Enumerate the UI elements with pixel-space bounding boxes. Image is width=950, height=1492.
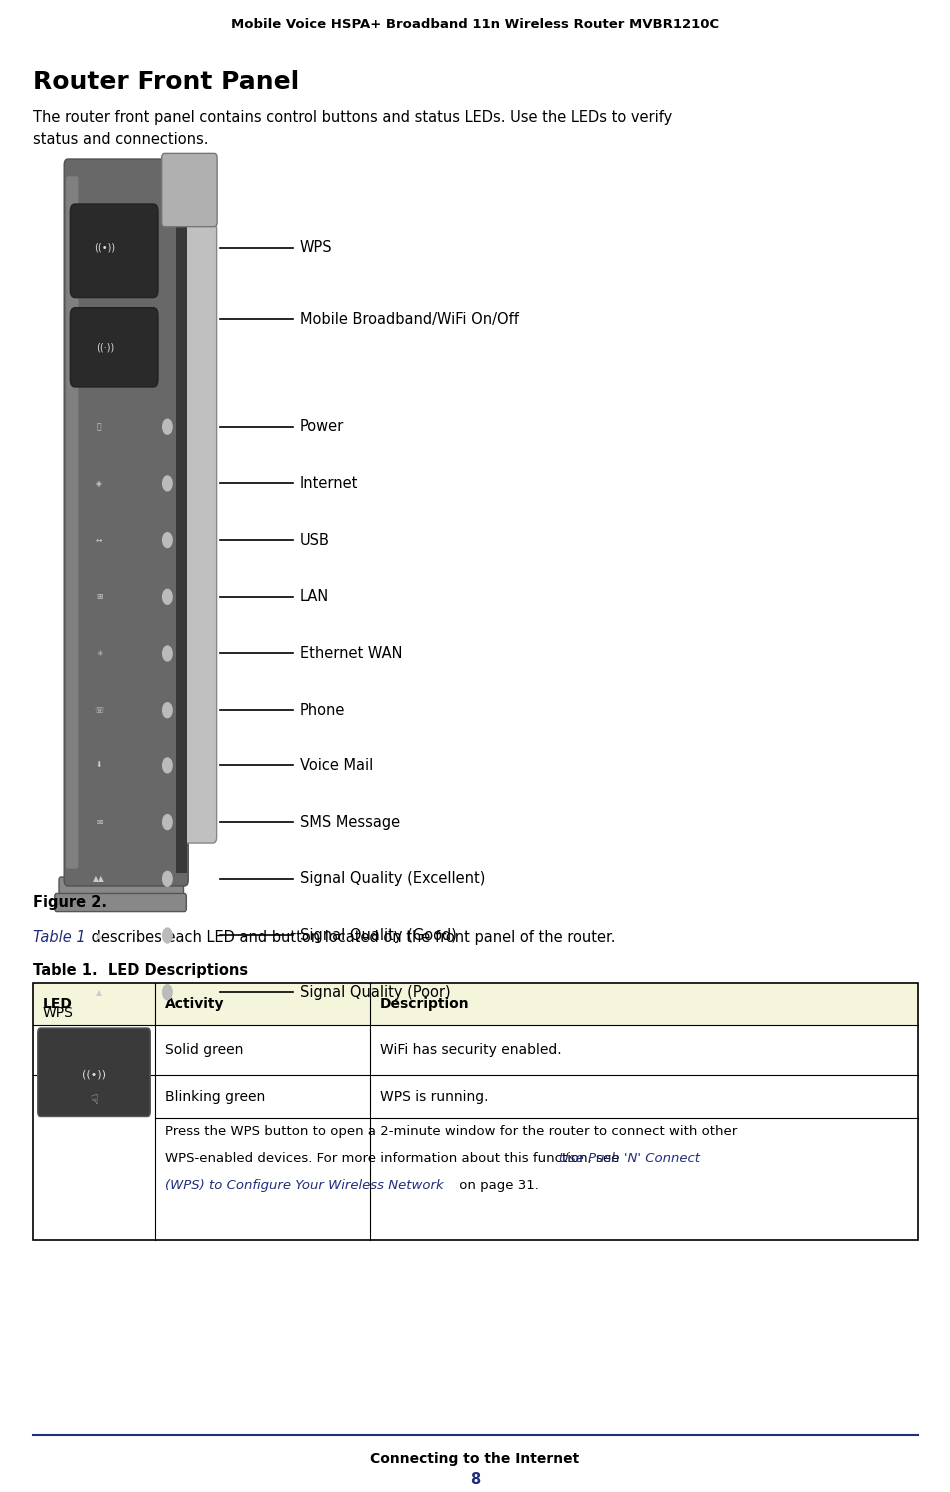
Text: WPS: WPS (43, 1006, 73, 1019)
Circle shape (162, 871, 172, 886)
Text: Mobile Broadband/WiFi On/Off: Mobile Broadband/WiFi On/Off (300, 312, 519, 327)
Text: ✳: ✳ (96, 649, 103, 658)
Circle shape (162, 533, 172, 548)
Text: USB: USB (300, 533, 330, 548)
Text: Press the WPS button to open a 2-minute window for the router to connect with ot: Press the WPS button to open a 2-minute … (164, 1125, 737, 1138)
Text: WPS is running.: WPS is running. (379, 1089, 488, 1104)
FancyBboxPatch shape (59, 877, 183, 901)
FancyBboxPatch shape (180, 224, 217, 843)
Text: Voice Mail: Voice Mail (300, 758, 373, 773)
FancyBboxPatch shape (70, 307, 158, 386)
Text: Signal Quality (Excellent): Signal Quality (Excellent) (300, 871, 485, 886)
Circle shape (162, 985, 172, 1000)
Text: Table 1.  LED Descriptions: Table 1. LED Descriptions (33, 962, 248, 977)
Text: Signal Quality (Good): Signal Quality (Good) (300, 928, 457, 943)
Text: Ethernet WAN: Ethernet WAN (300, 646, 403, 661)
Text: Mobile Voice HSPA+ Broadband 11n Wireless Router MVBR1210C: Mobile Voice HSPA+ Broadband 11n Wireles… (231, 18, 719, 31)
FancyBboxPatch shape (65, 160, 188, 886)
Circle shape (162, 476, 172, 491)
Text: Signal Quality (Poor): Signal Quality (Poor) (300, 985, 450, 1000)
Text: The router front panel contains control buttons and status LEDs. Use the LEDs to: The router front panel contains control … (33, 110, 673, 148)
Text: SMS Message: SMS Message (300, 815, 400, 830)
FancyBboxPatch shape (38, 1028, 150, 1116)
Text: ((•)): ((•)) (82, 1070, 106, 1079)
Text: Table 1: Table 1 (33, 930, 86, 944)
Text: Blinking green: Blinking green (164, 1089, 265, 1104)
Text: ↔: ↔ (96, 536, 103, 545)
Text: ☟: ☟ (90, 1095, 98, 1107)
Text: (WPS) to Configure Your Wireless Network: (WPS) to Configure Your Wireless Network (164, 1179, 443, 1192)
Circle shape (162, 703, 172, 718)
Text: WPS: WPS (300, 240, 332, 255)
Text: on page 31.: on page 31. (455, 1179, 539, 1192)
Circle shape (162, 589, 172, 604)
Text: ◈: ◈ (96, 479, 103, 488)
Text: Activity: Activity (164, 997, 224, 1012)
Text: ⬇: ⬇ (96, 761, 103, 770)
Bar (33, 983, 918, 1025)
Text: ☏: ☏ (94, 706, 104, 715)
FancyBboxPatch shape (70, 204, 158, 297)
Text: Power: Power (300, 419, 344, 434)
Bar (33, 983, 918, 1240)
Text: Description: Description (379, 997, 469, 1012)
Text: WiFi has security enabled.: WiFi has security enabled. (379, 1043, 561, 1056)
Circle shape (162, 646, 172, 661)
Text: 8: 8 (470, 1473, 480, 1488)
Text: ▲: ▲ (96, 988, 103, 997)
Text: ▲▲: ▲▲ (93, 874, 105, 883)
Text: ✉: ✉ (96, 818, 103, 827)
Text: WPS-enabled devices. For more information about this function, see: WPS-enabled devices. For more informatio… (164, 1152, 623, 1165)
Text: Use Push 'N' Connect: Use Push 'N' Connect (559, 1152, 700, 1165)
Text: LAN: LAN (300, 589, 330, 604)
Text: ((·)): ((·)) (96, 342, 114, 352)
Circle shape (162, 419, 172, 434)
Circle shape (162, 815, 172, 830)
Text: ⊞: ⊞ (96, 592, 103, 601)
Text: describes each LED and button located on the front panel of the router.: describes each LED and button located on… (87, 930, 616, 944)
Circle shape (162, 928, 172, 943)
FancyBboxPatch shape (66, 176, 79, 868)
Text: Router Front Panel: Router Front Panel (33, 70, 299, 94)
Circle shape (162, 758, 172, 773)
Text: Phone: Phone (300, 703, 346, 718)
Bar (176, 172, 187, 873)
Text: Solid green: Solid green (164, 1043, 243, 1056)
Text: ⏻: ⏻ (97, 422, 102, 431)
Text: Connecting to the Internet: Connecting to the Internet (370, 1452, 580, 1467)
Text: ((•)): ((•)) (94, 242, 116, 252)
Text: Figure 2.: Figure 2. (33, 895, 107, 910)
Text: ▲: ▲ (96, 931, 103, 940)
FancyBboxPatch shape (55, 894, 186, 912)
Text: LED: LED (43, 997, 72, 1012)
FancyBboxPatch shape (162, 154, 218, 227)
Text: Internet: Internet (300, 476, 358, 491)
